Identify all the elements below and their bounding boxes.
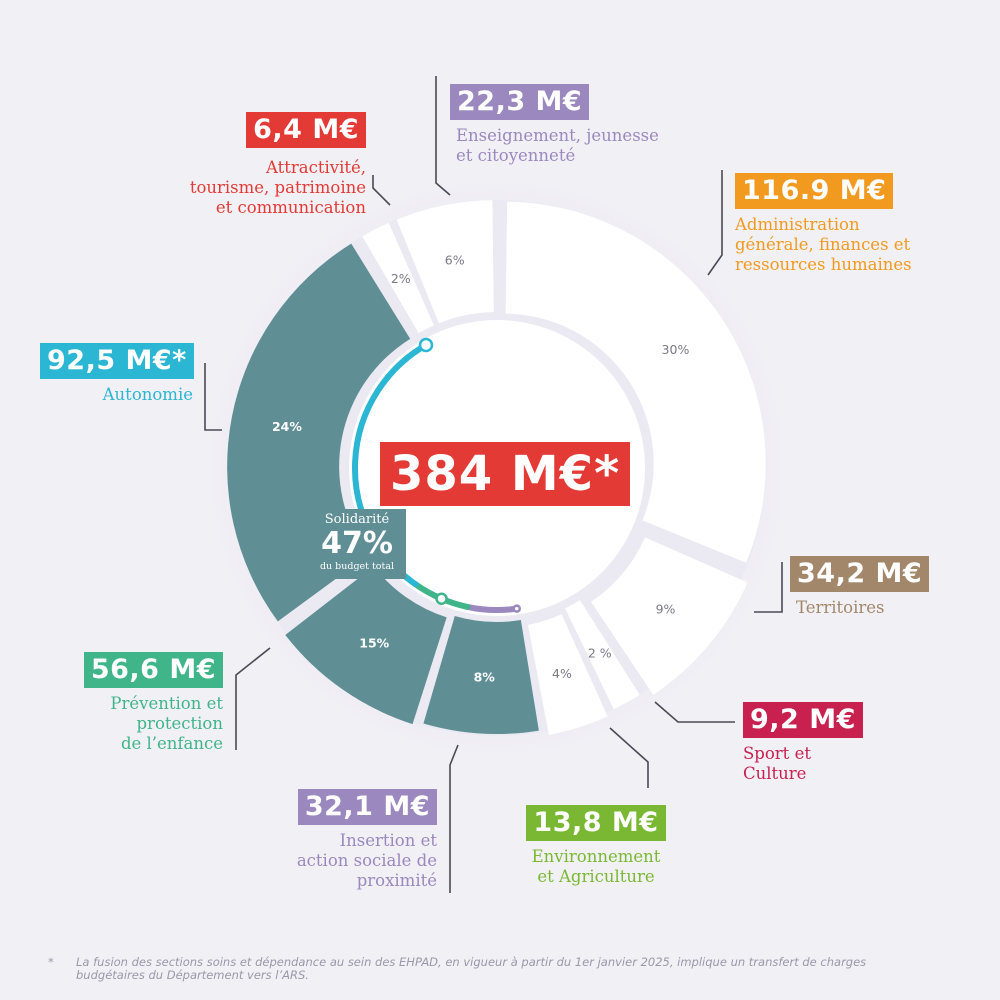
caption-autonomie: Autonomie <box>102 385 193 404</box>
donut-segment-territoires <box>591 537 748 695</box>
solidarity-subtitle: du budget total <box>319 561 395 572</box>
caption-territoires: Territoires <box>796 598 885 617</box>
value-badge-autonomie: 92,5 M€* <box>40 343 194 379</box>
solidarity-arc-end-dot <box>418 337 434 353</box>
solidarity-box: Solidarité 47% du budget total <box>308 509 406 579</box>
donut-segment-environnement <box>527 614 608 735</box>
total-budget-badge: 384 M€* <box>380 442 631 506</box>
segment-percent-attractivite: 2% <box>391 271 411 286</box>
footnote-text: La fusion des sections soins et dépendan… <box>76 955 867 982</box>
donut-segment-prevention <box>285 566 447 725</box>
segment-percent-admin: 30% <box>662 342 690 357</box>
value-badge-admin: 116.9 M€ <box>735 173 894 209</box>
value-badge-sport: 9,2 M€ <box>743 702 863 738</box>
label-attractivite: 6,4 M€ Attractivité, tourisme, patrimoin… <box>170 112 366 218</box>
label-sport: 9,2 M€ Sport et Culture <box>743 702 863 784</box>
segment-percent-sport: 2 % <box>588 645 612 660</box>
label-environnement: 13,8 M€ Environnement et Agriculture <box>506 805 686 887</box>
leader-line-admin <box>707 170 723 276</box>
solidarity-arc-start-dot <box>512 604 522 613</box>
caption-enseignement: Enseignement, jeunesse et citoyenneté <box>456 126 659 165</box>
segment-percent-territoires: 9% <box>656 601 676 616</box>
caption-insertion: Insertion et action sociale de proximité <box>296 831 437 890</box>
leader-line-sport <box>654 701 735 723</box>
caption-environnement: Environnement et Agriculture <box>531 847 661 886</box>
donut-segment-sport <box>565 600 640 710</box>
label-autonomie: 92,5 M€* Autonomie <box>40 343 194 405</box>
label-admin: 116.9 M€ Administration générale, financ… <box>735 173 912 275</box>
caption-admin: Administration générale, finances et res… <box>735 215 912 274</box>
donut-segment-admin <box>505 201 766 563</box>
solidarity-arc-mid-dot <box>435 592 448 605</box>
solidarity-title: Solidarité <box>324 512 390 527</box>
label-prevention: 56,6 M€ Prévention et protection de l’en… <box>60 652 223 754</box>
value-badge-attractivite: 6,4 M€ <box>246 112 366 148</box>
value-badge-environnement: 13,8 M€ <box>526 805 666 841</box>
value-badge-prevention: 56,6 M€ <box>83 652 223 688</box>
leader-line-territoires <box>754 562 783 613</box>
leader-line-autonomie <box>204 363 222 431</box>
segment-percent-enseignement: 6% <box>445 252 465 267</box>
value-badge-enseignement: 22,3 M€ <box>450 84 590 120</box>
segment-percent-environnement: 4% <box>552 666 572 681</box>
donut-segment-autonomie <box>227 243 411 622</box>
segment-percent-prevention: 15% <box>359 635 389 650</box>
solidarity-percentage: 47% <box>321 526 393 561</box>
donut-segment-insertion <box>423 616 539 734</box>
segment-percent-insertion: 8% <box>474 670 496 685</box>
segment-percent-autonomie: 24% <box>272 419 302 434</box>
leader-line-insertion <box>449 744 459 893</box>
donut-segment-attractivite <box>362 222 434 334</box>
leader-line-enseignement <box>435 76 451 196</box>
solidarity-arc-insertion <box>464 603 520 613</box>
leader-line-environnement <box>609 727 649 788</box>
leader-line-prevention <box>235 647 271 750</box>
caption-prevention: Prévention et protection de l’enfance <box>110 694 223 753</box>
value-badge-insertion: 32,1 M€ <box>297 789 437 825</box>
caption-sport: Sport et Culture <box>743 744 811 783</box>
caption-attractivite: Attractivité, tourisme, patrimoine et co… <box>189 158 366 217</box>
label-enseignement: 22,3 M€ Enseignement, jeunesse et citoye… <box>450 84 659 166</box>
value-badge-territoires: 34,2 M€ <box>790 556 930 592</box>
leader-line-attractivite <box>372 175 391 206</box>
label-territoires: 34,2 M€ Territoires <box>790 556 930 618</box>
footnote-marker: * <box>48 955 54 969</box>
label-insertion: 32,1 M€ Insertion et action sociale de p… <box>255 789 437 891</box>
donut-segment-enseignement <box>396 200 494 324</box>
